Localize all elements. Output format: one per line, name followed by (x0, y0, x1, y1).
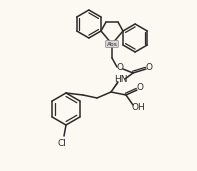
Polygon shape (111, 81, 118, 92)
Text: OH: OH (131, 103, 145, 113)
Text: HN: HN (114, 76, 128, 84)
Text: O: O (146, 62, 153, 71)
Text: Abs: Abs (107, 42, 117, 47)
Text: O: O (116, 63, 124, 73)
Text: O: O (137, 83, 144, 93)
Text: Cl: Cl (58, 139, 66, 148)
